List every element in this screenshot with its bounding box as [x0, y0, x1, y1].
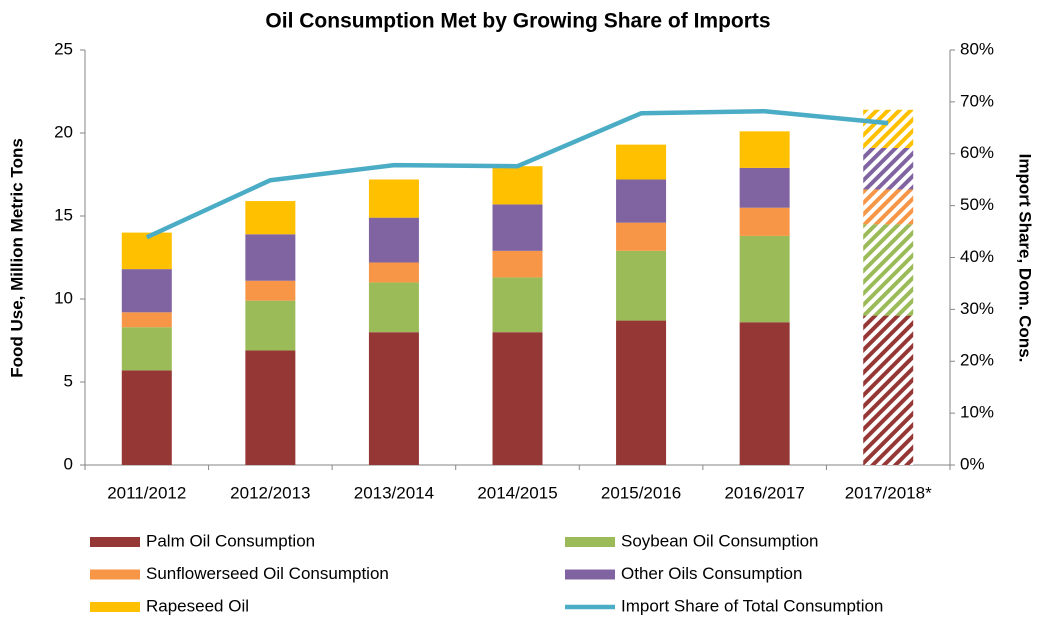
line-series	[145, 108, 889, 240]
y-axis-title: Food Use, Million Metric Tons	[7, 138, 26, 378]
y-tick-label: 20	[54, 122, 73, 141]
bar-segment	[616, 179, 667, 223]
bar-segment	[616, 144, 667, 180]
y2-tick-label: 70%	[960, 91, 994, 110]
legend-swatch	[90, 537, 140, 547]
y2-tick-label: 40%	[960, 247, 994, 266]
legend-label: Rapeseed Oil	[146, 596, 249, 615]
legend-label: Palm Oil Consumption	[146, 531, 315, 550]
y2-tick-label: 80%	[960, 39, 994, 58]
legend-label: Import Share of Total Consumption	[621, 596, 883, 615]
bar-segment	[492, 204, 543, 251]
x-tick-label: 2011/2012	[107, 483, 186, 502]
bar-segment	[368, 179, 419, 218]
x-tick-label: 2014/2015	[477, 483, 557, 502]
bar-segment	[616, 222, 667, 251]
legend-swatch	[90, 569, 140, 580]
legend-swatch	[90, 602, 140, 612]
bar-segment	[863, 224, 914, 316]
legend-label: Other Oils Consumption	[621, 564, 802, 583]
bar-segment	[368, 282, 419, 333]
legend-swatch	[565, 537, 615, 547]
y-tick-label: 5	[64, 371, 73, 390]
y-tick-label: 10	[54, 288, 73, 307]
bar-segment	[739, 167, 790, 208]
bar-segment	[492, 250, 543, 278]
bar-segment	[245, 300, 296, 351]
bar-segment	[121, 327, 172, 371]
bar-segment	[245, 350, 296, 465]
bar-segment	[739, 322, 790, 465]
bar-segment	[863, 147, 914, 190]
bar-segment	[492, 166, 543, 205]
x-tick-label: 2013/2014	[354, 483, 434, 502]
y2-tick-label: 30%	[960, 299, 994, 318]
y2-tick-label: 50%	[960, 195, 994, 214]
y2-tick-label: 60%	[960, 143, 994, 162]
legend-label: Soybean Oil Consumption	[621, 531, 819, 550]
y2-tick-label: 10%	[960, 403, 994, 422]
bar-segment	[245, 234, 296, 281]
x-tick-label: 2012/2013	[230, 483, 310, 502]
legend-label: Sunflowerseed Oil Consumption	[146, 564, 389, 583]
bar-segment	[245, 280, 296, 301]
bar-segment	[368, 217, 419, 263]
bar-segment	[739, 131, 790, 168]
y-tick-label: 25	[54, 39, 73, 58]
bar-segment	[245, 201, 296, 235]
bar-segment	[863, 315, 914, 465]
bar-segment	[121, 370, 172, 465]
bar-segment	[368, 332, 419, 465]
bar-segment	[121, 269, 172, 313]
bar-segment	[863, 189, 914, 225]
bar-segment	[739, 207, 790, 236]
bar-segment	[863, 109, 914, 148]
bar-segment	[739, 235, 790, 323]
y-tick-label: 15	[54, 205, 73, 224]
bar-segment	[616, 250, 667, 321]
y-tick-label: 0	[64, 454, 73, 473]
chart-title: Oil Consumption Met by Growing Share of …	[265, 10, 770, 33]
x-tick-label: 2016/2017	[724, 483, 804, 502]
y2-tick-label: 0%	[960, 454, 985, 473]
bar-segment	[616, 320, 667, 465]
x-tick-label: 2017/2018*	[845, 483, 932, 502]
x-tick-label: 2015/2016	[601, 483, 681, 502]
bar-segment	[492, 277, 543, 333]
bar-segment	[368, 262, 419, 283]
y2-axis-title: Import Share, Dom. Cons.	[1016, 154, 1035, 363]
bar-segment	[121, 232, 172, 270]
legend-swatch	[565, 569, 615, 580]
bar-segment	[492, 332, 543, 465]
bar-segment	[121, 312, 172, 328]
y2-tick-label: 20%	[960, 351, 994, 370]
